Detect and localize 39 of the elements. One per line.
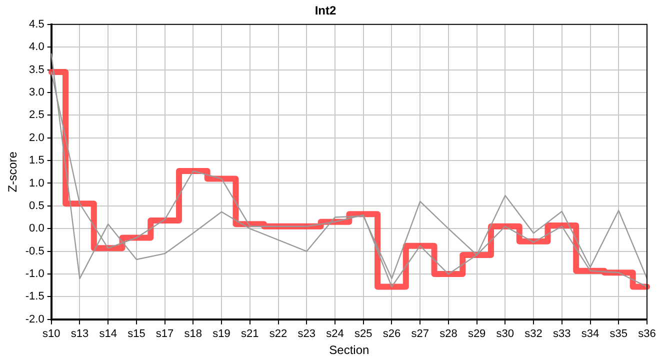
x-tick-label: s30 — [496, 328, 514, 340]
y-tick-label: 3.0 — [29, 86, 44, 99]
x-tick-label: s25 — [354, 328, 372, 340]
x-tick-label: s13 — [70, 328, 89, 340]
y-tick-label: 4.0 — [29, 41, 44, 54]
y-tick-label: 0.5 — [29, 200, 44, 212]
x-tick-label: s23 — [298, 328, 316, 340]
y-axis-title: Z-score — [6, 151, 20, 192]
x-axis-title: Section — [329, 343, 370, 358]
x-tick-label: s33 — [553, 328, 571, 340]
x-tick-label: s17 — [156, 328, 174, 340]
x-tick-label: s14 — [99, 328, 117, 340]
x-tick-label: s35 — [610, 328, 628, 340]
x-tick-label: s18 — [184, 328, 202, 340]
x-tick-label: s26 — [382, 328, 401, 340]
x-tick-label: s36 — [638, 328, 656, 340]
x-tick-label: s21 — [241, 328, 259, 340]
y-tick-label: -2.0 — [25, 313, 44, 326]
chart-title: Int2 — [314, 4, 336, 18]
y-tick-label: 2.0 — [29, 132, 44, 144]
x-tick-label: s29 — [468, 328, 486, 340]
x-tick-label: s15 — [128, 328, 146, 340]
x-tick-label: s22 — [269, 328, 288, 340]
y-tick-label: -1.5 — [25, 290, 44, 303]
y-tick-label: 1.0 — [29, 177, 44, 190]
x-tick-label: s32 — [524, 328, 542, 340]
y-tick-label: 1.5 — [29, 154, 44, 167]
y-tick-label: -0.5 — [25, 245, 44, 258]
x-tick-label: s24 — [326, 328, 344, 340]
y-tick-label: -1.0 — [25, 268, 44, 280]
y-tick-label: 3.5 — [29, 64, 44, 76]
y-tick-label: 4.5 — [29, 18, 44, 30]
x-tick-label: s27 — [411, 328, 429, 340]
y-tick-label: 2.5 — [29, 109, 44, 122]
x-tick-label: s19 — [212, 328, 230, 340]
x-tick-label: s34 — [581, 328, 600, 340]
y-tick-label: 0.0 — [29, 222, 44, 235]
x-tick-label: s28 — [440, 328, 458, 340]
x-tick-label: s10 — [42, 328, 60, 340]
